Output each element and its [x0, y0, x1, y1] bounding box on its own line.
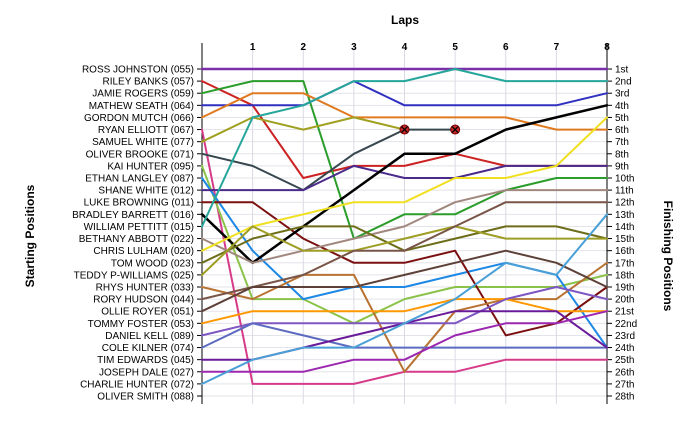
- retirement-cross: [451, 126, 459, 133]
- finishing-position-label: 15th: [615, 234, 634, 245]
- finishing-position-label: 19th: [615, 283, 634, 294]
- lap-tick-label: 5: [452, 42, 458, 53]
- finishing-position-label: 4th: [615, 101, 629, 112]
- finishing-position-label: 9th: [615, 161, 629, 172]
- finishing-position-label: 18th: [615, 270, 634, 281]
- starting-position-label: BRADLEY BARRETT (016): [72, 210, 194, 221]
- driver-series-line: [201, 249, 608, 313]
- driver-series-line: [201, 164, 608, 192]
- starting-position-label: ETHAN LANGLEY (087): [85, 174, 194, 185]
- driver-series-line: [201, 310, 608, 373]
- series-lines: [200, 67, 609, 385]
- starting-position-label: TOMMY FOSTER (053): [88, 319, 194, 330]
- driver-series-line: [201, 116, 608, 252]
- finishing-position-label: 6th: [615, 125, 629, 136]
- finishing-position-label: 23rd: [615, 331, 635, 342]
- starting-position-label: RILEY BANKS (057): [102, 77, 194, 88]
- starting-position-label: RORY HUDSON (044): [93, 295, 194, 306]
- starting-position-label: TEDDY P-WILLIAMS (025): [74, 270, 194, 281]
- lap-tick-label: 3: [351, 42, 357, 53]
- finishing-position-label: 27th: [615, 379, 634, 390]
- finishing-position-label: 5th: [615, 113, 629, 124]
- driver-series-line: [201, 68, 608, 228]
- retirement-markers: [399, 124, 461, 135]
- driver-series-line: [201, 164, 608, 325]
- driver-series-line: [201, 80, 608, 107]
- finishing-position-label: 7th: [615, 137, 629, 148]
- starting-position-label: MATHEW SEATH (064): [89, 101, 194, 112]
- finishing-position-label: 10th: [615, 174, 634, 185]
- starting-position-label: OLIVER BROOKE (071): [86, 149, 194, 160]
- starting-position-label: TOM WOOD (023): [111, 258, 194, 269]
- finishing-position-label: 2nd: [615, 77, 632, 88]
- finishing-position-label: 17th: [615, 258, 634, 269]
- lap-tick-label: 6: [503, 42, 509, 53]
- starting-position-label: WILLIAM PETTITT (015): [84, 222, 194, 233]
- lap-tick-label: 8: [604, 42, 610, 53]
- driver-series-line: [201, 201, 608, 301]
- starting-position-label: OLLIE ROYER (051): [101, 307, 194, 318]
- lap-tick-label: 2: [300, 42, 306, 53]
- starting-position-label: KAI HUNTER (095): [107, 161, 194, 172]
- left-axis-title: Starting Positions: [23, 184, 37, 287]
- finishing-position-label: 26th: [615, 367, 634, 378]
- starting-position-label: CHARLIE HUNTER (072): [80, 379, 194, 390]
- finishing-position-label: 3rd: [615, 89, 629, 100]
- starting-position-label: TIM EDWARDS (045): [97, 355, 194, 366]
- finishing-position-label: 14th: [615, 222, 634, 233]
- finishing-position-label: 16th: [615, 246, 634, 257]
- starting-position-label: CHRIS LULHAM (020): [93, 246, 194, 257]
- finishing-position-label: 25th: [615, 355, 634, 366]
- starting-position-label: RYAN ELLIOTT (067): [98, 125, 194, 136]
- driver-series-line: [201, 116, 406, 143]
- starting-position-label: LUKE BROWNING (011): [84, 198, 194, 209]
- lap-tick-label: 4: [402, 42, 408, 53]
- starting-position-label: OLIVER SMITH (088): [97, 392, 194, 403]
- driver-series-line: [201, 128, 457, 192]
- finishing-position-label: 24th: [615, 343, 634, 354]
- starting-position-label: JOSEPH DALE (027): [99, 367, 194, 378]
- starting-position-label: RHYS HUNTER (033): [96, 283, 194, 294]
- starting-position-label: SHANE WHITE (012): [98, 186, 194, 197]
- finishing-position-label: 21st: [615, 307, 634, 318]
- finishing-position-label: 12th: [615, 198, 634, 209]
- retirement-cross: [401, 126, 408, 133]
- lap-tick-label: 7: [554, 42, 560, 53]
- driver-series-line: [201, 298, 608, 325]
- right-axis-title: Finishing Positions: [661, 201, 675, 312]
- finishing-position-label: 20th: [615, 295, 634, 306]
- driver-series-line: [201, 92, 608, 131]
- finishing-position-label: 28th: [615, 392, 634, 403]
- starting-position-label: DANIEL KELL (089): [105, 331, 194, 342]
- starting-position-label: BETHANY ABBOTT (022): [79, 234, 194, 245]
- finishing-position-label: 8th: [615, 149, 629, 160]
- driver-series-line: [201, 189, 608, 264]
- driver-series-line: [200, 104, 609, 265]
- chart-title: Laps: [391, 13, 419, 27]
- labels: 1 2 3 4 5 6 7 8 ROSS JOHNSTON (055)RILEY BANKS (…: [72, 42, 637, 403]
- driver-series-line: [201, 261, 608, 373]
- driver-series-line: [201, 322, 608, 349]
- starting-position-label: COLE KILNER (074): [102, 343, 194, 354]
- finishing-position-label: 1st: [615, 65, 629, 76]
- starting-position-label: JAMIE ROGERS (059): [92, 89, 194, 100]
- finishing-position-label: 13th: [615, 210, 634, 221]
- starting-position-label: SAMUEL WHITE (077): [92, 137, 194, 148]
- driver-series-line: [201, 80, 608, 240]
- starting-position-label: ROSS JOHNSTON (055): [82, 65, 194, 76]
- driver-series-line: [201, 225, 608, 276]
- starting-position-label: GORDON MUTCH (066): [84, 113, 194, 124]
- driver-series-line: [201, 201, 608, 337]
- driver-series-line: [201, 213, 608, 385]
- finishing-position-label: 11th: [615, 186, 634, 197]
- lap-tick-label: 1: [250, 42, 256, 53]
- finishing-position-label: 22nd: [615, 319, 637, 330]
